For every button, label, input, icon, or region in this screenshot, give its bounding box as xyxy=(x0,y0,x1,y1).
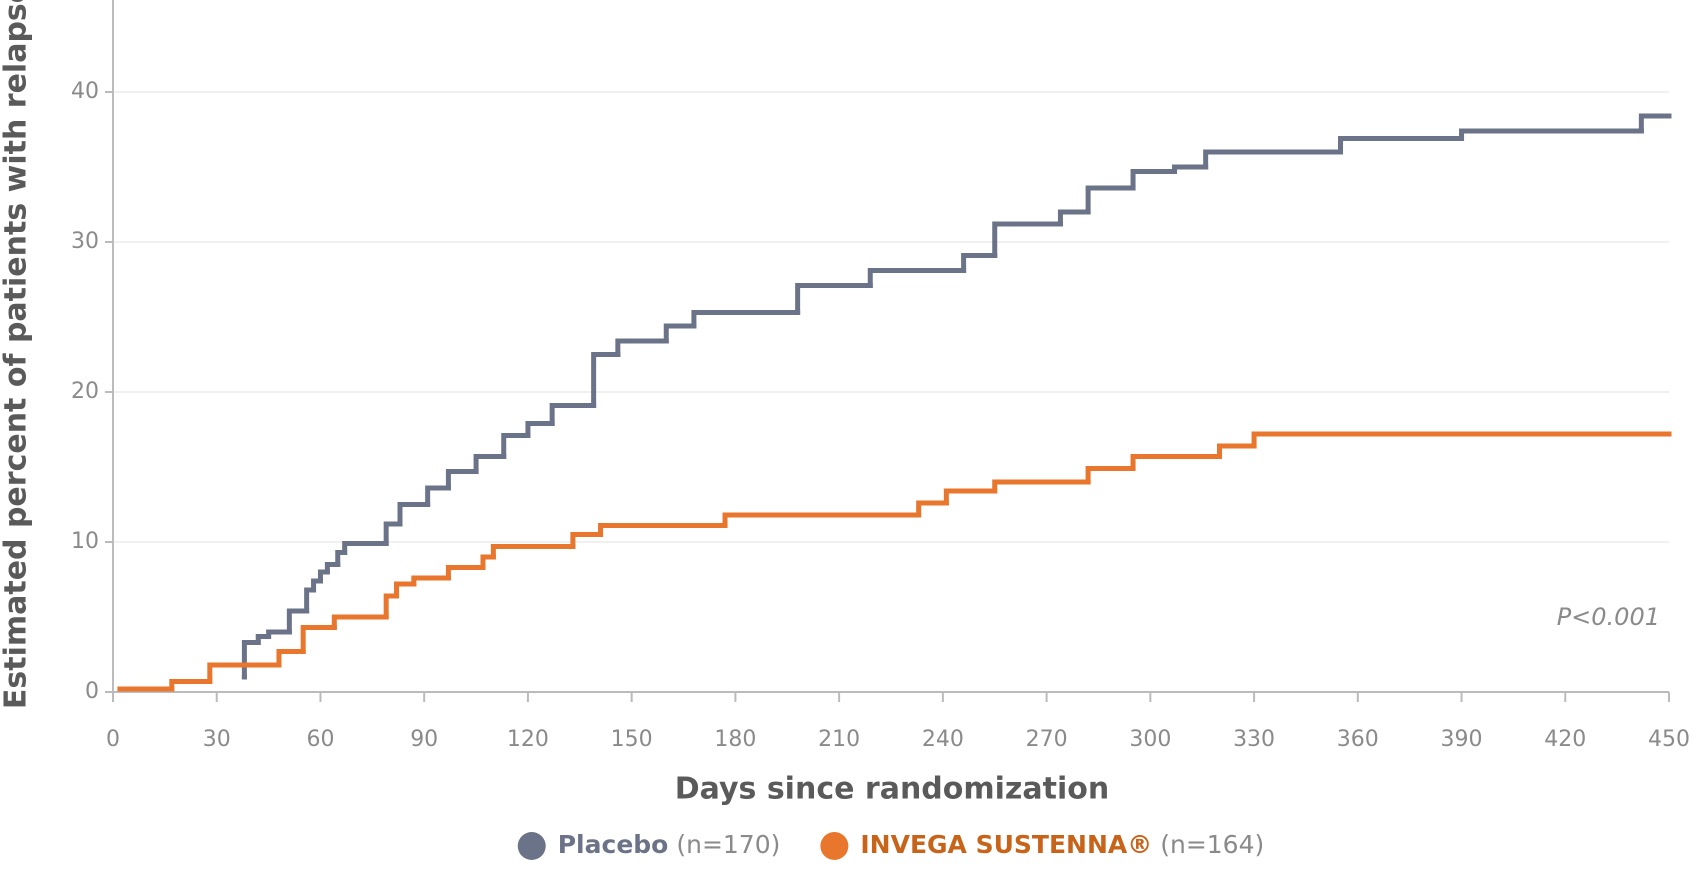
step-segment xyxy=(943,488,998,506)
x-tick-label: 90 xyxy=(410,727,438,752)
x-tick-label: 450 xyxy=(1648,727,1690,752)
series-line xyxy=(241,113,1672,680)
step-segment xyxy=(1638,113,1672,134)
step-segment xyxy=(241,640,261,680)
legend-note: (n=170) xyxy=(676,830,780,859)
step-segment xyxy=(331,614,389,630)
x-tick-label: 150 xyxy=(611,727,653,752)
step-segment xyxy=(1085,185,1136,215)
x-tick-label: 420 xyxy=(1544,727,1586,752)
x-tick-label: 0 xyxy=(106,727,120,752)
step-segment xyxy=(324,562,341,575)
step-segment xyxy=(591,352,621,408)
y-tick-label: 10 xyxy=(71,529,99,554)
legend-item: Placebo (n=170) xyxy=(517,830,780,860)
step-segment xyxy=(394,581,417,599)
series-line xyxy=(117,431,1672,692)
step-segment xyxy=(266,629,292,639)
step-segment xyxy=(473,454,507,474)
step-segment xyxy=(300,625,337,654)
step-segment xyxy=(445,469,479,491)
step-segment xyxy=(1216,443,1257,459)
x-tick-label: 330 xyxy=(1233,727,1275,752)
x-tick-label: 390 xyxy=(1441,727,1483,752)
legend-label: Placebo xyxy=(558,830,669,859)
y-tick-label: 0 xyxy=(85,679,99,704)
step-segment xyxy=(207,662,282,684)
step-segment xyxy=(691,310,801,329)
step-segment xyxy=(383,593,400,620)
step-segment xyxy=(1085,466,1136,485)
x-tick-label: 30 xyxy=(203,727,231,752)
step-segment xyxy=(722,512,922,528)
step-segment xyxy=(445,565,486,581)
step-segment xyxy=(961,253,998,273)
step-segment xyxy=(663,323,697,344)
step-segment xyxy=(255,634,272,645)
step-segment xyxy=(1203,149,1344,170)
step-segment xyxy=(992,479,1091,494)
step-segment xyxy=(525,421,555,438)
step-segment xyxy=(276,649,306,668)
step-segment xyxy=(411,575,451,587)
step-segment xyxy=(1459,128,1644,141)
step-segment xyxy=(501,433,531,459)
step-segment xyxy=(342,541,389,555)
step-segment xyxy=(916,500,949,518)
x-tick-label: 60 xyxy=(306,727,334,752)
x-tick-label: 180 xyxy=(714,727,756,752)
step-segment xyxy=(480,554,496,570)
step-segment xyxy=(867,268,967,288)
step-segment xyxy=(1251,431,1672,449)
x-tick-label: 240 xyxy=(922,727,964,752)
x-axis-title: Days since randomization xyxy=(675,772,1109,807)
step-segment xyxy=(570,532,604,549)
legend-note: (n=164) xyxy=(1160,830,1264,859)
x-tick-label: 300 xyxy=(1129,727,1171,752)
step-segment xyxy=(1130,454,1222,471)
step-segment xyxy=(1338,136,1465,155)
step-segment xyxy=(1130,169,1178,191)
legend-marker xyxy=(517,832,546,860)
step-segment xyxy=(383,521,403,546)
step-segment xyxy=(795,283,873,315)
step-segment xyxy=(615,338,669,357)
step-segment xyxy=(992,221,1063,258)
x-tick-label: 270 xyxy=(1026,727,1068,752)
step-segment xyxy=(549,403,597,426)
step-segment xyxy=(397,502,431,527)
x-tick-label: 210 xyxy=(818,727,860,752)
y-tick-label: 30 xyxy=(71,229,99,254)
step-segment xyxy=(490,544,576,560)
legend-marker xyxy=(820,832,849,860)
step-segment xyxy=(286,608,310,635)
step-segment xyxy=(1057,209,1091,227)
x-tick-label: 360 xyxy=(1337,727,1379,752)
step-segment xyxy=(598,523,728,537)
annotation: P<0.001 xyxy=(1557,603,1660,631)
y-tick-label: 20 xyxy=(71,379,99,404)
x-tick-label: 120 xyxy=(507,727,549,752)
step-segment xyxy=(304,587,317,614)
y-axis-title: Estimated percent of patients with relap… xyxy=(0,0,34,709)
y-tick-label: 40 xyxy=(71,79,99,104)
step-segment xyxy=(425,485,451,507)
step-segment xyxy=(169,679,213,692)
legend-item: INVEGA SUSTENNA® (n=164) xyxy=(820,830,1264,860)
legend-label: INVEGA SUSTENNA® xyxy=(860,830,1152,859)
step-segment xyxy=(1172,164,1209,174)
